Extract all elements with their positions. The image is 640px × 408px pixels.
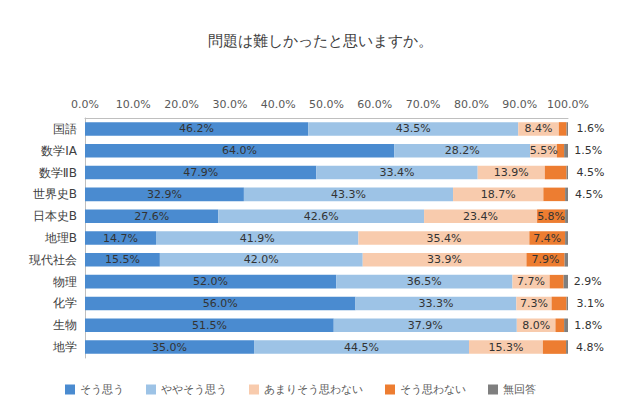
svg-text:56.0%: 56.0%: [203, 297, 238, 310]
svg-text:8.4%: 8.4%: [525, 122, 553, 135]
svg-text:20.0%: 20.0%: [164, 98, 199, 111]
svg-text:4.8%: 4.8%: [576, 341, 604, 354]
svg-text:1.6%: 1.6%: [577, 122, 605, 135]
svg-text:1.5%: 1.5%: [574, 144, 602, 157]
svg-text:4.5%: 4.5%: [575, 188, 603, 201]
svg-text:70.0%: 70.0%: [406, 98, 441, 111]
svg-text:10.0%: 10.0%: [116, 98, 151, 111]
svg-text:35.0%: 35.0%: [152, 341, 187, 354]
svg-text:13.9%: 13.9%: [494, 166, 529, 179]
svg-text:14.7%: 14.7%: [103, 232, 138, 245]
svg-text:50.0%: 50.0%: [309, 98, 344, 111]
svg-text:そう思わない: そう思わない: [400, 383, 466, 396]
svg-text:地理B: 地理B: [44, 231, 77, 245]
svg-text:2.9%: 2.9%: [574, 275, 602, 288]
svg-text:物理: 物理: [53, 275, 77, 289]
svg-text:地学: 地学: [52, 340, 77, 354]
svg-text:数学ⅠA: 数学ⅠA: [41, 144, 78, 158]
svg-text:40.0%: 40.0%: [261, 98, 296, 111]
svg-text:15.5%: 15.5%: [105, 253, 140, 266]
svg-text:60.0%: 60.0%: [357, 98, 392, 111]
svg-text:現代社会: 現代社会: [29, 253, 77, 267]
svg-text:8.0%: 8.0%: [522, 319, 550, 332]
svg-text:28.2%: 28.2%: [445, 144, 480, 157]
svg-text:化学: 化学: [53, 296, 77, 310]
svg-text:33.3%: 33.3%: [418, 297, 453, 310]
svg-text:43.3%: 43.3%: [331, 188, 366, 201]
svg-text:41.9%: 41.9%: [240, 232, 275, 245]
svg-text:80.0%: 80.0%: [454, 98, 489, 111]
svg-text:数学ⅡB: 数学ⅡB: [39, 166, 77, 180]
svg-text:0.0%: 0.0%: [71, 98, 99, 111]
svg-text:そう思う: そう思う: [80, 383, 124, 396]
svg-text:42.0%: 42.0%: [244, 253, 279, 266]
svg-text:90.0%: 90.0%: [502, 98, 537, 111]
svg-text:生物: 生物: [53, 318, 77, 332]
svg-text:7.3%: 7.3%: [520, 297, 548, 310]
svg-text:64.0%: 64.0%: [222, 144, 257, 157]
svg-text:23.4%: 23.4%: [463, 210, 498, 223]
svg-text:国語: 国語: [53, 122, 77, 136]
svg-text:100.0%: 100.0%: [547, 98, 589, 111]
svg-text:ややそう思う: ややそう思う: [161, 383, 227, 396]
svg-text:42.6%: 42.6%: [304, 210, 339, 223]
svg-text:27.6%: 27.6%: [134, 210, 169, 223]
svg-text:52.0%: 52.0%: [193, 275, 228, 288]
svg-text:33.4%: 33.4%: [380, 166, 415, 179]
svg-text:18.7%: 18.7%: [481, 188, 516, 201]
svg-text:44.5%: 44.5%: [344, 341, 379, 354]
svg-text:問題は難しかったと思いますか。: 問題は難しかったと思いますか。: [208, 32, 433, 50]
svg-text:32.9%: 32.9%: [147, 188, 182, 201]
svg-text:51.5%: 51.5%: [192, 319, 227, 332]
svg-text:5.8%: 5.8%: [537, 210, 565, 223]
svg-text:あまりそう思わない: あまりそう思わない: [264, 383, 363, 396]
svg-text:36.5%: 36.5%: [407, 275, 442, 288]
svg-text:47.9%: 47.9%: [183, 166, 218, 179]
svg-text:35.4%: 35.4%: [426, 232, 461, 245]
svg-text:15.3%: 15.3%: [488, 341, 523, 354]
svg-text:日本史B: 日本史B: [33, 209, 77, 223]
svg-text:33.9%: 33.9%: [427, 253, 462, 266]
svg-text:7.4%: 7.4%: [533, 232, 561, 245]
svg-text:無回答: 無回答: [503, 383, 536, 396]
svg-text:3.1%: 3.1%: [577, 297, 605, 310]
svg-text:30.0%: 30.0%: [212, 98, 247, 111]
svg-text:43.5%: 43.5%: [396, 122, 431, 135]
svg-text:1.8%: 1.8%: [574, 319, 602, 332]
svg-text:7.7%: 7.7%: [517, 275, 545, 288]
svg-text:5.5%: 5.5%: [530, 144, 558, 157]
svg-text:4.5%: 4.5%: [577, 166, 605, 179]
svg-text:46.2%: 46.2%: [179, 122, 214, 135]
svg-text:37.9%: 37.9%: [408, 319, 443, 332]
svg-text:7.9%: 7.9%: [532, 253, 560, 266]
svg-text:世界史B: 世界史B: [33, 187, 77, 201]
